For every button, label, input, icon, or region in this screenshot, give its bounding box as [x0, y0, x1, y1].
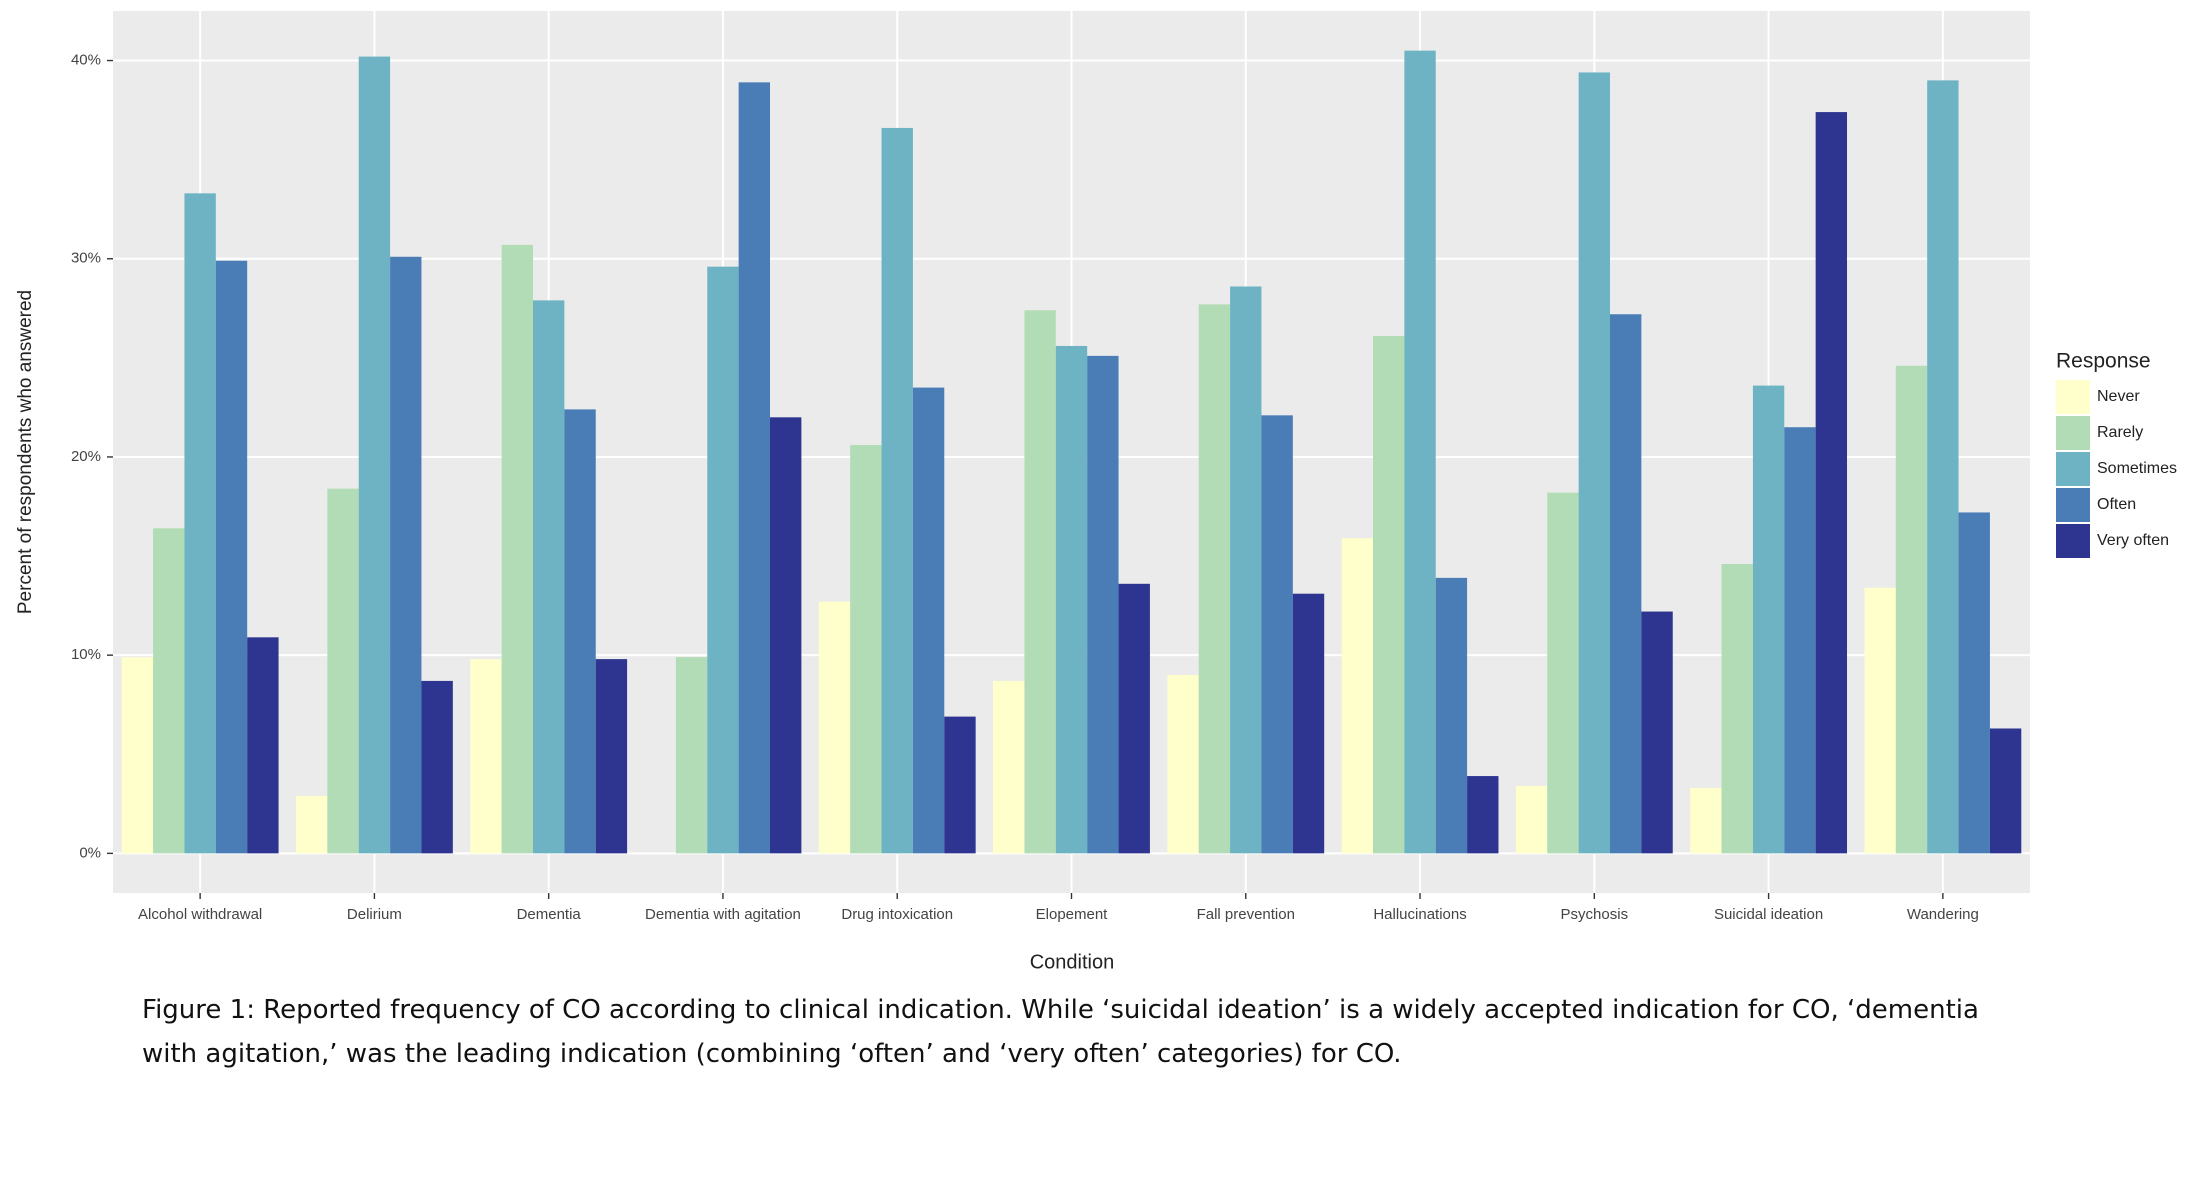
x-tick-label: Hallucinations: [1373, 906, 1466, 923]
bar: [1024, 310, 1056, 854]
bar: [738, 82, 771, 854]
bar: [1292, 593, 1325, 854]
bar: [1515, 785, 1548, 854]
legend-key: [2056, 524, 2090, 558]
x-tick-label: Delirium: [347, 906, 402, 923]
bar: [121, 657, 154, 854]
bar: [1372, 336, 1405, 854]
bar: [532, 300, 565, 854]
bar: [1864, 587, 1896, 854]
x-tick-label: Alcohol withdrawal: [138, 906, 262, 923]
y-tick-label: 10%: [71, 646, 101, 663]
bar: [881, 127, 913, 854]
bar: [1467, 776, 1499, 854]
bar: [1435, 577, 1468, 854]
bar: [1690, 787, 1722, 854]
bar: [993, 680, 1025, 854]
y-axis-title: Percent of respondents who answered: [15, 290, 36, 614]
bar: [1547, 492, 1579, 854]
legend-label: Never: [2097, 388, 2140, 405]
legend-key: [2056, 380, 2090, 414]
legend-label: Rarely: [2097, 424, 2143, 441]
x-tick-label: Dementia with agitation: [645, 906, 801, 923]
x-tick-label: Elopement: [1036, 906, 1109, 923]
bar: [1721, 563, 1753, 854]
bar: [1230, 286, 1262, 854]
x-tick-label: Fall prevention: [1197, 906, 1295, 923]
bar: [247, 637, 279, 854]
x-tick-label: Dementia: [517, 906, 582, 923]
bar: [1989, 728, 2022, 854]
bar: [944, 716, 976, 854]
bar: [850, 445, 882, 854]
bar: [1261, 415, 1293, 854]
bar: [390, 256, 422, 854]
y-tick-label: 0%: [79, 844, 101, 861]
bar: [1641, 611, 1673, 854]
bar: [1341, 538, 1373, 854]
x-tick-label: Drug intoxication: [841, 906, 953, 923]
y-tick-label: 40%: [71, 52, 101, 69]
bar: [1198, 304, 1231, 854]
bar: [564, 409, 596, 854]
bar: [1404, 50, 1436, 854]
legend-title: Response: [2056, 350, 2151, 373]
bar: [295, 795, 328, 854]
x-axis-title: Condition: [1030, 951, 1115, 973]
bar: [215, 260, 248, 854]
bar: [707, 266, 739, 854]
bar: [470, 659, 502, 854]
bar: [818, 601, 851, 854]
bar: [1752, 385, 1785, 854]
x-tick-label: Wandering: [1907, 906, 1979, 923]
bar: [1958, 512, 1990, 854]
legend-label: Often: [2097, 496, 2136, 513]
bar: [1784, 427, 1816, 854]
bar: [501, 244, 533, 854]
x-tick-label: Psychosis: [1561, 906, 1629, 923]
legend-label: Sometimes: [2097, 460, 2177, 477]
bar: [184, 193, 216, 854]
bar: [1167, 674, 1199, 854]
bar: [1927, 80, 1959, 854]
bar: [675, 657, 708, 854]
legend-key: [2056, 416, 2090, 450]
chart: Condition Percent of respondents who ans…: [15, 11, 2177, 973]
bar: [912, 387, 945, 854]
bar: [327, 488, 359, 854]
bar: [1578, 72, 1611, 854]
legend-label: Very often: [2097, 532, 2169, 549]
bar: [1055, 345, 1088, 854]
bar: [1087, 355, 1119, 854]
legend-key: [2056, 452, 2090, 486]
x-tick-label: Suicidal ideation: [1714, 906, 1823, 923]
bar: [1610, 314, 1642, 854]
caption: Figure 1: Reported frequency of CO accor…: [142, 995, 1979, 1069]
bar: [421, 680, 453, 854]
bar: [1118, 583, 1150, 854]
bar: [153, 528, 185, 854]
bar: [358, 56, 391, 854]
bar: [1895, 365, 1928, 854]
bar: [770, 417, 802, 854]
y-tick-label: 30%: [71, 250, 101, 267]
bar: [1815, 112, 1848, 854]
y-tick-label: 20%: [71, 448, 101, 465]
bar: [595, 659, 628, 854]
legend-key: [2056, 488, 2090, 522]
